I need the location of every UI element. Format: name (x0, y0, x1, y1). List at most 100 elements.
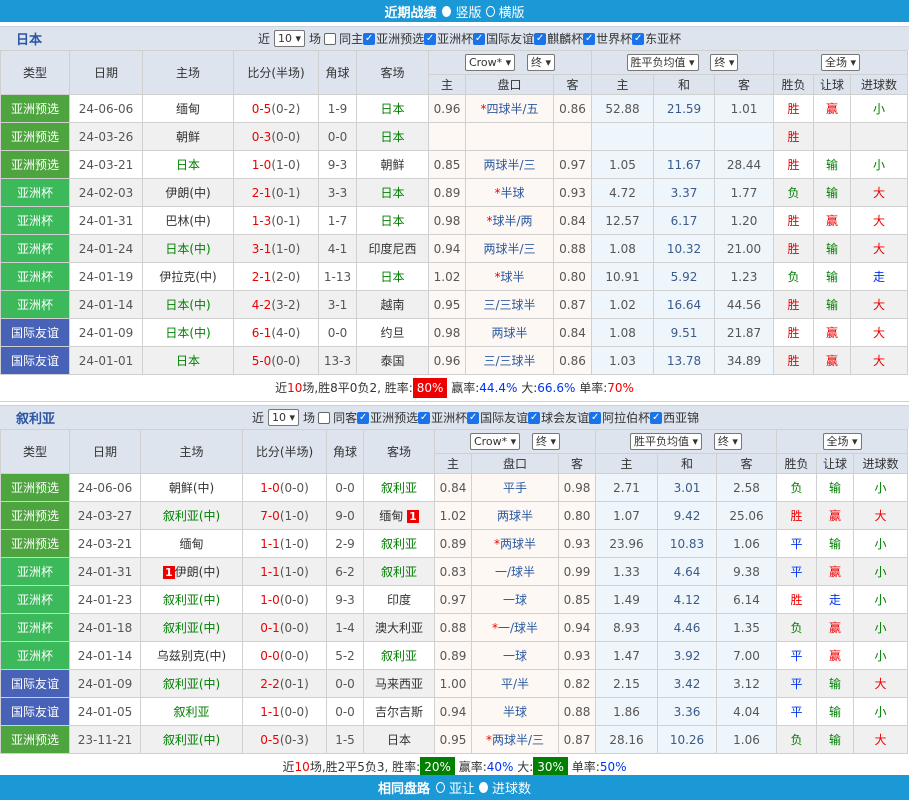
competition-checkbox[interactable]: ✓ (650, 411, 663, 424)
table-row[interactable]: 国际友谊 24-01-05 叙利亚 1-1(0-0) 0-0 吉尔吉斯 0.94… (0, 697, 909, 726)
table-row[interactable]: 亚洲预选 24-06-06 缅甸 0-5(0-2) 1-9 日本 0.96 *四… (0, 94, 909, 123)
away-team[interactable]: 印度 (363, 585, 435, 614)
away-team-name[interactable]: 日本 (380, 102, 405, 116)
home-team-name[interactable]: 日本(中) (165, 242, 211, 256)
away-team[interactable]: 日本 (356, 178, 429, 207)
radio-vertical[interactable] (442, 5, 452, 17)
away-team-name[interactable]: 越南 (380, 298, 405, 312)
home-team-name[interactable]: 伊朗(中) (174, 565, 221, 579)
competition-label[interactable]: 阿拉伯杯 (602, 411, 651, 425)
home-team-name[interactable]: 叙利亚(中) (162, 593, 221, 607)
away-team[interactable]: 印度尼西 (356, 234, 429, 263)
away-team[interactable]: 日本 (363, 725, 435, 754)
table-row[interactable]: 亚洲杯 24-02-03 伊朗(中) 2-1(0-1) 3-3 日本 0.89 … (0, 178, 909, 207)
away-team-name[interactable]: 吉尔吉斯 (374, 705, 423, 719)
competition-type[interactable]: 亚洲预选 (0, 150, 70, 179)
competition-checkbox[interactable]: ✓ (357, 411, 370, 424)
home-team-name[interactable]: 日本(中) (165, 326, 211, 340)
table-row[interactable]: 亚洲预选 23-11-21 叙利亚(中) 0-5(0-3) 1-5 日本 0.9… (0, 725, 909, 754)
table-row[interactable]: 亚洲预选 24-03-21 日本 1-0(1-0) 9-3 朝鲜 0.85 两球… (0, 150, 909, 179)
away-team[interactable]: 缅甸 1 (363, 501, 435, 530)
away-team-name[interactable]: 泰国 (380, 354, 405, 368)
competition-label[interactable]: 麒麟杯 (547, 32, 584, 46)
period-select[interactable]: 全场 ▾ (821, 54, 861, 71)
final-select[interactable]: 终 ▾ (527, 54, 556, 71)
away-team-name[interactable]: 日本 (380, 130, 405, 144)
away-team[interactable]: 叙利亚 (363, 473, 435, 502)
home-team-name[interactable]: 叙利亚(中) (162, 621, 221, 635)
match-score[interactable]: 2-1(2-0) (233, 262, 319, 291)
home-team[interactable]: 日本(中) (142, 318, 234, 347)
competition-type[interactable]: 亚洲预选 (0, 473, 70, 502)
match-score[interactable]: 2-1(0-1) (233, 178, 319, 207)
table-row[interactable]: 亚洲杯 24-01-18 叙利亚(中) 0-1(0-0) 1-4 澳大利亚 0.… (0, 613, 909, 642)
avg-select[interactable]: 胜平负均值 ▾ (626, 54, 699, 71)
home-team[interactable]: 日本(中) (142, 234, 234, 263)
competition-checkbox[interactable]: ✓ (418, 411, 431, 424)
home-team[interactable]: 叙利亚(中) (140, 613, 243, 642)
match-score[interactable]: 5-0(0-0) (233, 346, 319, 375)
home-team-name[interactable]: 伊朗(中) (165, 186, 211, 200)
competition-type[interactable]: 亚洲预选 (0, 122, 70, 151)
away-team[interactable]: 越南 (356, 290, 429, 319)
home-team[interactable]: 叙利亚(中) (140, 725, 243, 754)
radio-horizontal[interactable] (485, 5, 495, 17)
match-score[interactable]: 3-1(1-0) (233, 234, 319, 263)
match-score[interactable]: 2-2(0-1) (242, 669, 327, 698)
home-team[interactable]: 叙利亚(中) (140, 585, 243, 614)
competition-type[interactable]: 亚洲杯 (0, 557, 70, 586)
away-team-name[interactable]: 缅甸 (379, 509, 404, 523)
table-row[interactable]: 国际友谊 24-01-09 叙利亚(中) 2-2(0-1) 0-0 马来西亚 1… (0, 669, 909, 698)
match-score[interactable]: 1-0(0-0) (242, 585, 327, 614)
competition-checkbox[interactable]: ✓ (534, 32, 547, 45)
away-team[interactable]: 日本 (356, 206, 429, 235)
table-row[interactable]: 亚洲杯 24-01-14 乌兹别克(中) 0-0(0-0) 5-2 叙利亚 0.… (0, 641, 909, 670)
competition-checkbox[interactable]: ✓ (632, 32, 645, 45)
table-row[interactable]: 亚洲杯 24-01-19 伊拉克(中) 2-1(2-0) 1-13 日本 1.0… (0, 262, 909, 291)
away-team-name[interactable]: 叙利亚 (380, 537, 417, 551)
period-select[interactable]: 全场 ▾ (822, 433, 862, 450)
home-team-name[interactable]: 日本 (175, 158, 200, 172)
home-team-name[interactable]: 朝鲜(中) (168, 481, 215, 495)
away-team[interactable]: 马来西亚 (363, 669, 435, 698)
away-team-name[interactable]: 约旦 (380, 326, 405, 340)
away-team[interactable]: 叙利亚 (363, 641, 435, 670)
table-row[interactable]: 亚洲杯 24-01-14 日本(中) 4-2(3-2) 3-1 越南 0.95 … (0, 290, 909, 319)
away-team-name[interactable]: 印度尼西 (368, 242, 417, 256)
home-team[interactable]: 日本(中) (142, 290, 234, 319)
away-team-name[interactable]: 澳大利亚 (374, 621, 423, 635)
home-team[interactable]: 缅甸 (140, 529, 243, 558)
home-team[interactable]: 伊朗(中) (142, 178, 234, 207)
radio-goals-label[interactable]: 进球数 (492, 782, 532, 797)
competition-label[interactable]: 国际友谊 (480, 411, 529, 425)
away-team-name[interactable]: 朝鲜 (380, 158, 405, 172)
same-venue-checkbox[interactable] (324, 32, 337, 45)
away-team-name[interactable]: 日本 (380, 270, 405, 284)
competition-checkbox[interactable]: ✓ (473, 32, 486, 45)
radio-handicap[interactable] (435, 782, 445, 793)
competition-type[interactable]: 亚洲杯 (0, 641, 70, 670)
table-row[interactable]: 亚洲预选 24-03-21 缅甸 1-1(1-0) 2-9 叙利亚 0.89 *… (0, 529, 909, 558)
home-team-name[interactable]: 日本 (175, 354, 200, 368)
home-team-name[interactable]: 朝鲜 (175, 130, 200, 144)
match-score[interactable]: 1-3(0-1) (233, 206, 319, 235)
home-team[interactable]: 叙利亚(中) (140, 669, 243, 698)
competition-type[interactable]: 亚洲杯 (0, 206, 70, 235)
competition-type[interactable]: 国际友谊 (0, 669, 70, 698)
same-venue-checkbox[interactable] (318, 411, 331, 424)
away-team-name[interactable]: 日本 (386, 733, 411, 747)
match-score[interactable]: 0-5(0-3) (242, 725, 327, 754)
table-row[interactable]: 国际友谊 24-01-09 日本(中) 6-1(4-0) 0-0 约旦 0.98… (0, 318, 909, 347)
home-team[interactable]: 乌兹别克(中) (140, 641, 243, 670)
competition-type[interactable]: 国际友谊 (0, 346, 70, 375)
away-team[interactable]: 叙利亚 (363, 529, 435, 558)
table-row[interactable]: 亚洲杯 24-01-24 日本(中) 3-1(1-0) 4-1 印度尼西 0.9… (0, 234, 909, 263)
radio-goals[interactable] (479, 782, 488, 793)
away-team[interactable]: 吉尔吉斯 (363, 697, 435, 726)
competition-label[interactable]: 东亚杯 (645, 32, 682, 46)
away-team-name[interactable]: 马来西亚 (374, 677, 423, 691)
home-team-name[interactable]: 伊拉克(中) (159, 270, 217, 284)
home-team-name[interactable]: 日本(中) (165, 298, 211, 312)
home-team[interactable]: 日本 (142, 346, 234, 375)
match-score[interactable]: 6-1(4-0) (233, 318, 319, 347)
